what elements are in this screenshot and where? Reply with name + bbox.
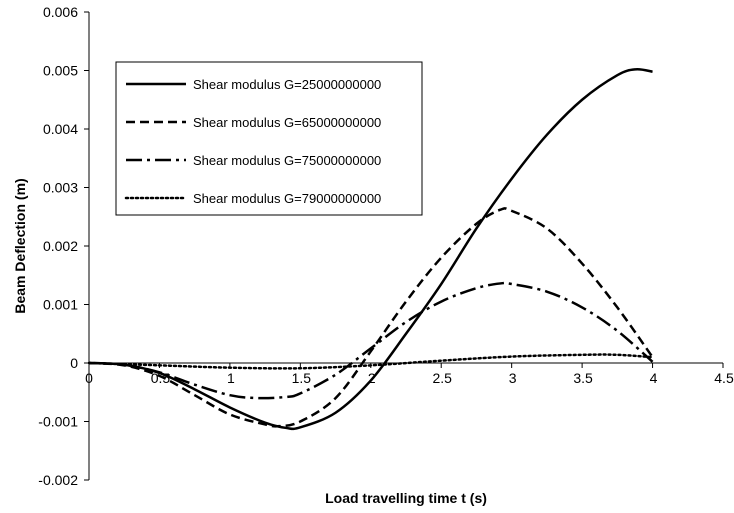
series-line-2 — [88, 207, 654, 428]
x-tick-label: 3 — [509, 370, 517, 386]
y-tick-label: -0.001 — [38, 414, 78, 430]
series-line-3 — [88, 281, 654, 400]
x-tick-label: 1 — [227, 370, 235, 386]
legend-label-2: Shear modulus G=65000000000 — [193, 115, 381, 130]
legend-items: Shear modulus G=25000000000 Shear modulus… — [124, 77, 381, 206]
y-tick-label: 0 — [70, 355, 78, 371]
y-tick-label: 0.001 — [43, 297, 78, 313]
legend-label-3: Shear modulus G=75000000000 — [193, 153, 381, 168]
y-ticks: -0.002 -0.001 0 0.001 0.002 0.003 0.004 0.005 0.… — [38, 4, 89, 488]
x-tick-label: 4.5 — [714, 370, 734, 386]
x-tick-label: 0 — [85, 370, 93, 386]
x-tick-label: 1.5 — [292, 370, 312, 386]
y-tick-label: 0.006 — [43, 4, 78, 20]
x-axis-title: Load travelling time t (s) — [325, 490, 487, 506]
legend-box — [115, 61, 423, 216]
y-tick-label: 0.002 — [43, 238, 78, 254]
x-tick-label: 4 — [650, 370, 658, 386]
series-line-4 — [87, 353, 654, 370]
series-layer — [87, 67, 654, 431]
y-tick-label: 0.005 — [43, 63, 78, 79]
series-line-1 — [88, 67, 653, 431]
legend: Shear modulus G=25000000000 Shear modulus… — [115, 61, 423, 216]
x-tick-label: 2.5 — [432, 370, 452, 386]
x-ticks: 0 0.5 1 1.5 2 2.5 3 3.5 4 4.5 — [85, 363, 734, 386]
y-tick-label: -0.002 — [38, 472, 78, 488]
x-tick-label: 3.5 — [573, 370, 593, 386]
legend-label-1: Shear modulus G=25000000000 — [193, 77, 381, 92]
legend-label-4: Shear modulus G=79000000000 — [193, 191, 381, 206]
y-tick-label: 0.004 — [43, 121, 78, 137]
y-axis-title: Beam Deflection (m) — [12, 178, 28, 313]
y-tick-label: 0.003 — [43, 180, 78, 196]
